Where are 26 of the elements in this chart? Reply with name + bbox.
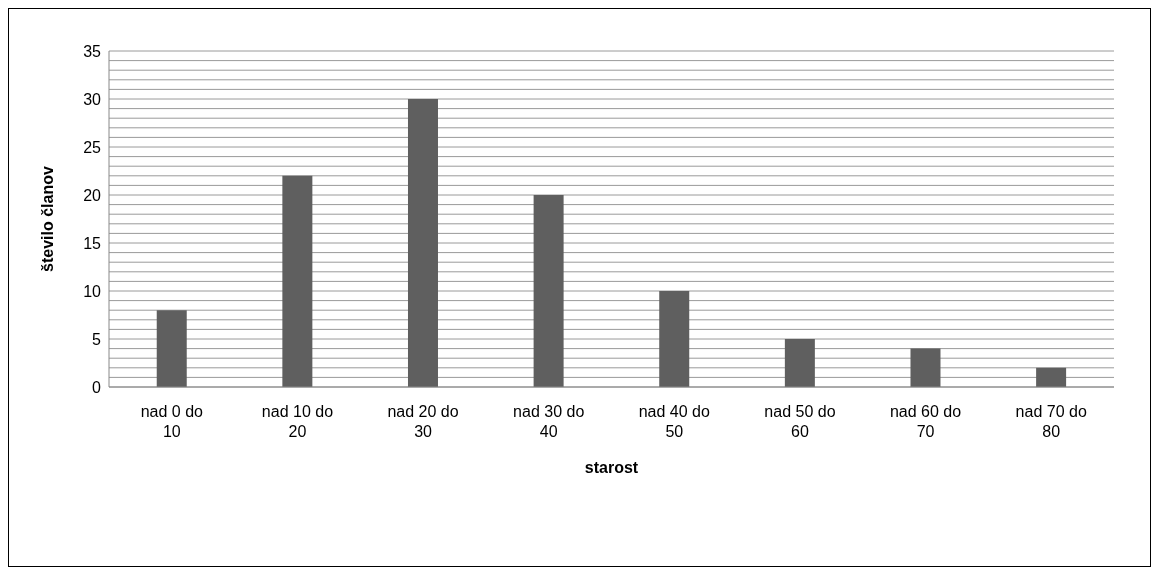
y-tick-label: 5: [92, 330, 102, 348]
y-tick-label: 0: [92, 378, 102, 396]
bar: [1036, 367, 1067, 387]
y-tick-label: 25: [83, 138, 102, 156]
x-tick-label: nad 60 do 70: [889, 403, 962, 441]
x-axis-title: starost: [584, 459, 639, 476]
bar: [407, 99, 438, 387]
x-tick-label: nad 50 do 60: [764, 403, 836, 441]
x-tick-label: nad 20 do 30: [387, 403, 459, 441]
bar: [659, 291, 690, 387]
bar: [784, 339, 815, 387]
x-tick-label: nad 30 do 40: [513, 403, 585, 441]
y-tick-label: 35: [83, 42, 102, 60]
x-tick-label: nad 10 do 20: [261, 403, 334, 441]
y-tick-label: 10: [83, 282, 102, 300]
bar: [910, 348, 941, 387]
bar: [282, 175, 313, 387]
bar: [156, 310, 187, 387]
y-tick-label: 20: [83, 186, 102, 204]
y-tick-label: 15: [83, 234, 102, 252]
bar: [533, 195, 564, 387]
x-tick-label: nad 0 do 10: [140, 403, 204, 441]
y-axis-title: število članov: [38, 165, 56, 272]
x-tick-label: nad 40 do 50: [638, 403, 710, 441]
x-tick-label: nad 70 do 80: [1015, 403, 1087, 441]
y-tick-label: 30: [83, 90, 102, 108]
